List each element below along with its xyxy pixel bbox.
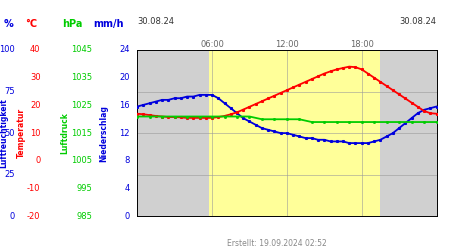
Text: 50: 50: [4, 128, 15, 138]
Text: 1035: 1035: [71, 73, 92, 82]
Text: 4: 4: [124, 184, 130, 193]
Text: 75: 75: [4, 87, 15, 96]
Text: Niederschlag: Niederschlag: [99, 105, 108, 162]
Text: 8: 8: [124, 156, 130, 165]
Text: 12: 12: [119, 128, 130, 138]
Text: 10: 10: [30, 128, 40, 138]
Text: 30.08.24: 30.08.24: [400, 17, 436, 26]
Text: -10: -10: [27, 184, 40, 193]
Text: 1045: 1045: [71, 46, 92, 54]
Text: Luftfeuchtigkeit: Luftfeuchtigkeit: [0, 98, 8, 168]
Text: 100: 100: [0, 46, 15, 54]
Text: 985: 985: [76, 212, 92, 221]
Text: 1015: 1015: [71, 128, 92, 138]
Text: mm/h: mm/h: [93, 19, 123, 29]
Text: 30.08.24: 30.08.24: [137, 17, 174, 26]
Text: -20: -20: [27, 212, 40, 221]
Text: 40: 40: [30, 46, 40, 54]
Text: Luftdruck: Luftdruck: [61, 112, 70, 154]
Text: Erstellt: 19.09.2024 02:52: Erstellt: 19.09.2024 02:52: [227, 238, 327, 248]
Text: 16: 16: [119, 101, 130, 110]
Text: 20: 20: [119, 73, 130, 82]
Text: 24: 24: [119, 46, 130, 54]
Text: 30: 30: [30, 73, 40, 82]
Bar: [209, 50, 380, 216]
Text: °C: °C: [26, 19, 37, 29]
Text: 1025: 1025: [71, 101, 92, 110]
Text: 995: 995: [76, 184, 92, 193]
Text: %: %: [4, 19, 14, 29]
Text: 20: 20: [30, 101, 40, 110]
Text: 0: 0: [35, 156, 40, 165]
Text: 0: 0: [9, 212, 15, 221]
Text: hPa: hPa: [62, 19, 82, 29]
Text: 0: 0: [124, 212, 130, 221]
Text: 25: 25: [4, 170, 15, 179]
Text: 1005: 1005: [71, 156, 92, 165]
Text: Temperatur: Temperatur: [17, 108, 26, 158]
